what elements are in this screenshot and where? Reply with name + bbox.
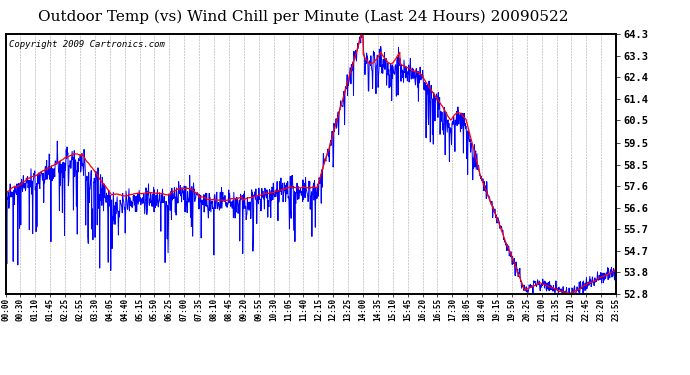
Text: Outdoor Temp (vs) Wind Chill per Minute (Last 24 Hours) 20090522: Outdoor Temp (vs) Wind Chill per Minute … — [39, 9, 569, 24]
Text: Copyright 2009 Cartronics.com: Copyright 2009 Cartronics.com — [8, 40, 164, 49]
